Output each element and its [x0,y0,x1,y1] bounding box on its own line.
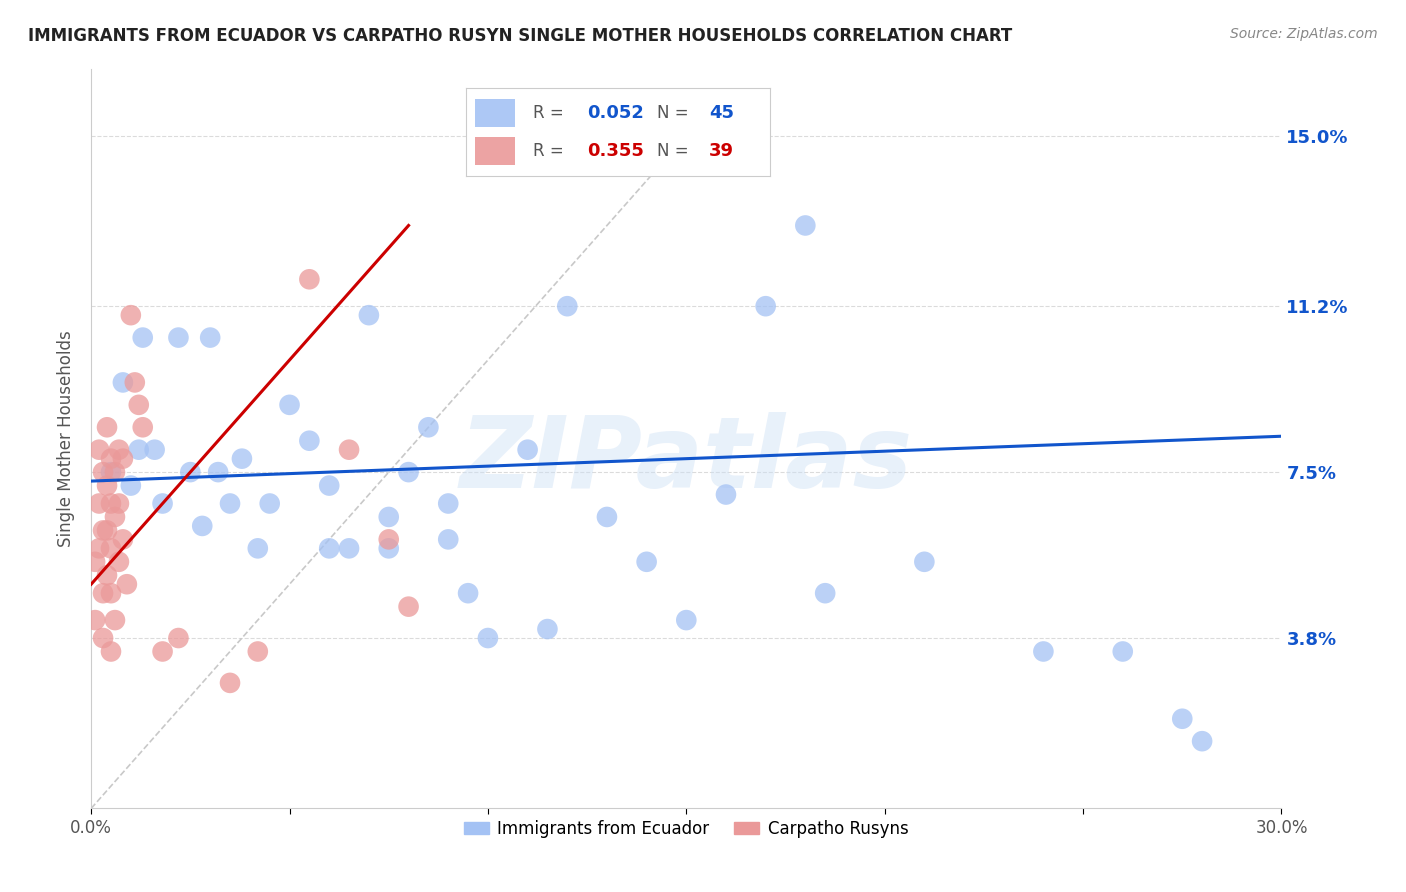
Point [84,613,107,627]
Point [111,533,134,547]
Point [100,496,122,510]
Point [198,330,221,344]
Point [231,451,253,466]
Point [755,299,778,313]
Point [87,541,110,556]
Y-axis label: Single Mother Households: Single Mother Households [58,330,75,547]
Point [100,451,122,466]
Point [128,398,150,412]
Point [132,420,155,434]
Point [219,676,242,690]
Point [100,541,122,556]
Point [108,442,131,457]
Point [259,496,281,510]
Point [108,496,131,510]
Point [912,555,935,569]
Point [337,442,360,457]
Point [143,442,166,457]
Point [96,524,118,538]
Point [167,330,190,344]
Point [96,478,118,492]
Point [91,465,114,479]
Point [87,496,110,510]
Point [128,442,150,457]
Point [596,510,619,524]
Point [91,524,114,538]
Point [104,510,127,524]
Point [246,644,269,658]
Text: IMMIGRANTS FROM ECUADOR VS CARPATHO RUSYN SINGLE MOTHER HOUSEHOLDS CORRELATION C: IMMIGRANTS FROM ECUADOR VS CARPATHO RUSY… [28,27,1012,45]
Point [536,622,558,636]
Point [675,613,697,627]
Point [377,533,399,547]
Point [111,376,134,390]
Point [1191,734,1213,748]
Point [437,496,460,510]
Point [104,613,127,627]
Point [377,510,399,524]
Point [337,541,360,556]
Point [398,599,420,614]
Point [357,308,380,322]
Point [108,555,131,569]
Point [104,465,127,479]
Point [96,568,118,582]
Point [1171,712,1194,726]
Point [298,434,321,448]
Point [377,541,399,556]
Point [167,631,190,645]
Point [794,219,817,233]
Point [96,420,118,434]
Point [115,577,138,591]
Point [418,420,440,434]
Point [179,465,201,479]
Point [100,644,122,658]
Point [814,586,837,600]
Point [219,496,242,510]
Legend: Immigrants from Ecuador, Carpatho Rusyns: Immigrants from Ecuador, Carpatho Rusyns [457,814,915,845]
Point [124,376,146,390]
Point [516,442,538,457]
Point [152,644,174,658]
Text: Source: ZipAtlas.com: Source: ZipAtlas.com [1230,27,1378,41]
Text: ZIPatlas: ZIPatlas [460,412,912,509]
Point [714,487,737,501]
Point [246,541,269,556]
Point [120,308,142,322]
Point [636,555,658,569]
Point [555,299,578,313]
Point [152,496,174,510]
Point [87,442,110,457]
Point [111,451,134,466]
Point [477,631,499,645]
Point [278,398,301,412]
Point [1032,644,1054,658]
Point [1112,644,1135,658]
Point [318,478,340,492]
Point [437,533,460,547]
Point [318,541,340,556]
Point [398,465,420,479]
Point [120,478,142,492]
Point [91,586,114,600]
Point [457,586,479,600]
Point [191,519,214,533]
Point [100,465,122,479]
Point [207,465,229,479]
Point [132,330,155,344]
Point [91,631,114,645]
Point [100,586,122,600]
Point [298,272,321,286]
Point [84,555,107,569]
